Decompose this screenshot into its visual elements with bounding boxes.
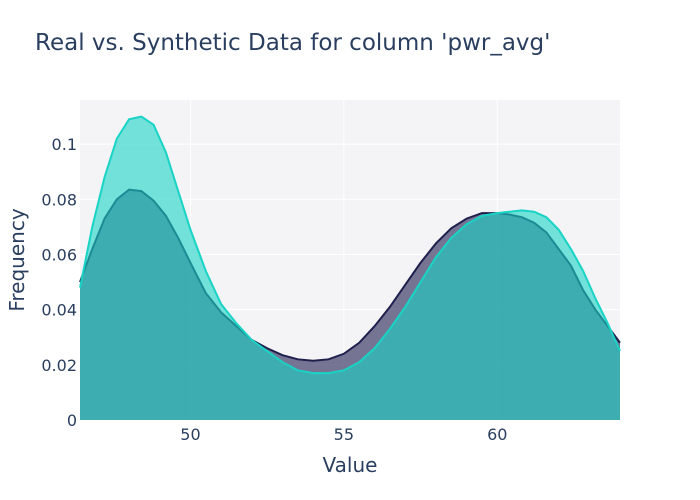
y-tick-label: 0 (67, 411, 77, 430)
y-tick-label: 0.02 (41, 356, 77, 375)
axis-layer: 50 55 60 0 0.02 0.04 0.06 0.08 0.1 (41, 135, 507, 444)
y-tick-label: 0.04 (41, 301, 77, 320)
y-axis-title: Frequency (5, 208, 29, 311)
series-2-line (79, 115, 621, 375)
x-tick-label: 60 (487, 425, 507, 444)
y-tick-label: 0.08 (41, 190, 77, 209)
x-axis-title: Value (323, 453, 378, 477)
chart-title: Real vs. Synthetic Data for column 'pwr_… (35, 30, 550, 56)
x-tick-label: 55 (334, 425, 354, 444)
series-2-area (80, 116, 620, 421)
y-tick-label: 0.1 (52, 135, 77, 154)
series-layer (79, 115, 621, 421)
y-tick-label: 0.06 (41, 245, 77, 264)
x-tick-label: 50 (180, 425, 200, 444)
